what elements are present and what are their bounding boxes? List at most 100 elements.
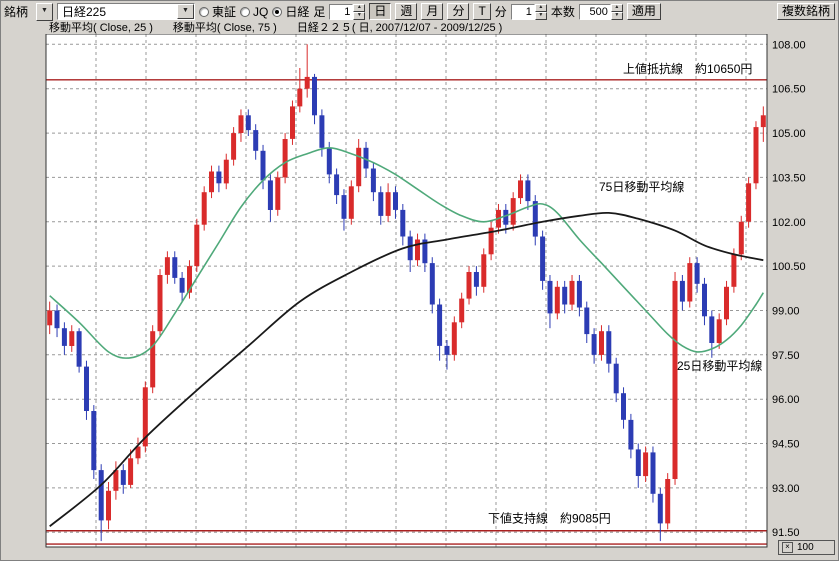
y-axis-label: 102.00 [772,217,806,229]
candle [753,121,759,190]
symbol-combobox[interactable]: 日経225 ▼ [57,3,195,20]
unit-month-button[interactable]: 月 [421,3,444,20]
candle [194,218,200,272]
ma25-line [49,147,764,359]
candle [98,464,104,542]
y-axis-label: 91.50 [772,527,800,539]
y-axis-label: 93.00 [772,483,800,495]
candle [201,186,207,231]
bar-count-value[interactable]: 500 [578,3,611,20]
candle [341,189,347,231]
candle [562,280,568,314]
level-lines [46,79,767,545]
candle [687,257,693,308]
radio-circle-icon[interactable] [199,6,209,17]
candle [407,230,413,272]
candle [569,275,575,311]
candle [709,310,715,358]
bar-interval-value[interactable]: 1 [329,3,354,20]
radio-tosho[interactable]: 東証 [199,3,236,20]
candle [488,221,494,261]
candle [378,186,384,225]
candle [525,174,531,210]
candle [702,277,707,326]
candle [547,275,553,329]
y-axis-label: 100.50 [772,261,806,273]
candle [187,260,192,299]
radio-selected-icon[interactable] [272,6,283,17]
apply-button[interactable]: 適用 [626,3,661,20]
axis-multiplier-box: × 100 [778,540,835,555]
candle [290,100,295,145]
spin-down-icon[interactable]: ▼ [353,11,366,20]
radio-jq[interactable]: JQ [240,5,268,19]
plot-background [46,34,767,547]
minute-interval-stepper[interactable]: 1 ▲ ▼ [510,3,547,20]
toolbar: 銘柄 ▼ 日経225 ▼ 東証 JQ 日経 足 1 ▲ ▼ 日 週 月 分 T 分 [1,1,838,22]
unit-minute-button[interactable]: 分 [447,3,470,20]
candle [142,381,148,453]
symbol-combobox-value: 日経225 [62,5,107,19]
annotation: 25日移動平均線 [677,358,762,373]
legend-bar: 移動平均( Close, 25 ) 移動平均( Close, 75 ) 日経２２… [1,22,838,34]
candle [253,124,259,160]
candle [518,174,523,204]
candle [106,482,111,530]
candle [621,387,626,429]
candle [304,44,310,98]
candle [422,233,428,272]
y-axis-label: 96.00 [772,394,800,406]
candle [532,195,538,246]
annotation: 下値支持線 約9085円 [488,511,611,526]
candles-layer [47,44,766,542]
candle [385,183,391,222]
symbol-dropdown-icon[interactable]: ▼ [36,2,53,21]
multi-symbol-button[interactable]: 複数銘柄 [776,3,835,20]
candle [466,266,472,305]
legend-ma75: 移動平均( Close, 75 ) [172,22,277,34]
bar-count-stepper[interactable]: 500 ▲ ▼ [578,3,623,20]
candle [665,473,671,530]
candle [179,272,185,302]
spin-up-icon[interactable]: ▲ [534,3,547,12]
candle [481,248,487,293]
bar-type-label: 足 [313,5,326,19]
tick-button[interactable]: T [473,3,491,20]
candle [370,162,376,202]
spin-up-icon[interactable]: ▲ [353,3,366,12]
candle [576,275,582,317]
candle [731,248,737,293]
candle [231,127,237,166]
candle [716,313,722,349]
y-axis-label: 99.00 [772,306,800,318]
plot-border [45,33,768,548]
candle [459,292,465,329]
annotation: 上値抵抗線 約10650円 [623,61,752,76]
candle [437,298,443,361]
unit-day-button[interactable]: 日 [369,3,392,20]
radio-circle-icon[interactable] [240,6,251,17]
candle [47,301,53,335]
candle [91,405,97,479]
y-axis-label: 94.50 [772,439,800,451]
candle [267,174,273,222]
candle [76,328,82,373]
candle [628,413,634,459]
spin-down-icon[interactable]: ▼ [534,11,547,20]
candle [216,165,222,193]
minute-interval-value[interactable]: 1 [510,3,535,20]
candle [444,340,450,370]
combobox-arrow-icon[interactable]: ▼ [177,4,194,19]
spin-down-icon[interactable]: ▼ [610,11,623,20]
candle [643,446,649,482]
candle [172,251,178,284]
multiplier-x-icon: × [782,542,793,553]
candle [415,233,420,267]
unit-week-button[interactable]: 週 [395,3,418,20]
spin-up-icon[interactable]: ▲ [610,3,623,12]
bar-interval-stepper[interactable]: 1 ▲ ▼ [329,3,366,20]
candle [260,144,266,190]
radio-nikkei[interactable]: 日経 [272,3,309,20]
candle [724,280,729,326]
